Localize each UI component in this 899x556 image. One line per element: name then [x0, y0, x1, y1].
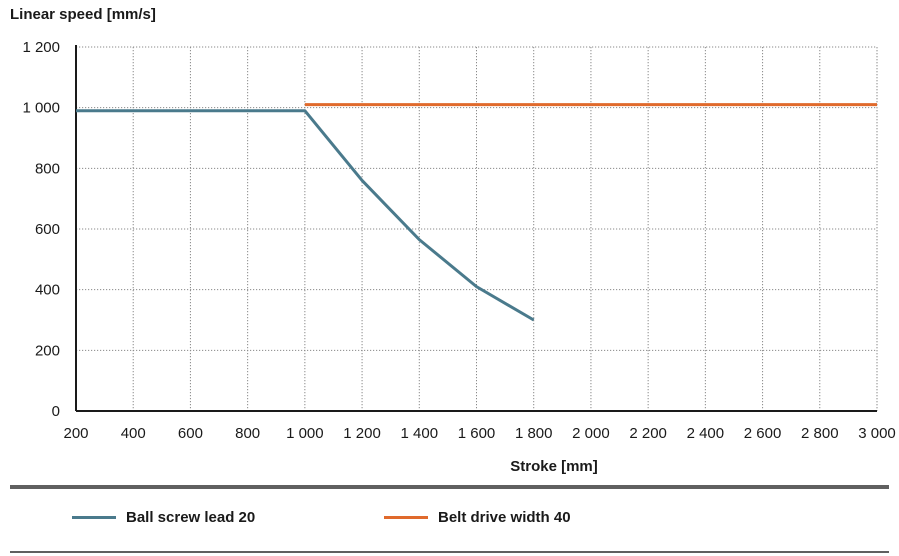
x-tick-label: 3 000 [858, 425, 896, 442]
y-tick-label: 400 [35, 282, 60, 299]
legend-label-belt-drive: Belt drive width 40 [438, 509, 571, 526]
legend-top-rule [10, 485, 889, 489]
series-line-0 [76, 109, 535, 322]
legend-bottom-rule [10, 551, 889, 553]
x-tick-label: 800 [235, 425, 260, 442]
x-tick-label: 400 [121, 425, 146, 442]
x-tick-label: 1 400 [401, 425, 439, 442]
legend-item-belt-drive: Belt drive width 40 [384, 509, 571, 526]
x-tick-label: 2 800 [801, 425, 839, 442]
x-tick-label: 2 600 [744, 425, 782, 442]
x-tick-label: 2 400 [687, 425, 725, 442]
x-tick-label: 2 200 [629, 425, 667, 442]
y-tick-label: 0 [52, 403, 60, 420]
x-tick-label: 1 600 [458, 425, 496, 442]
y-axis-label: Linear speed [mm/s] [10, 6, 156, 23]
x-tick-label: 2 000 [572, 425, 610, 442]
y-tick-label: 800 [35, 160, 60, 177]
x-axis-label: Stroke [mm] [510, 458, 598, 475]
y-tick-labels: 0 200 400 600 800 1 000 1 200 [22, 39, 60, 420]
y-tick-label: 1 200 [22, 39, 60, 56]
legend-label-ball-screw: Ball screw lead 20 [126, 509, 256, 526]
y-tick-label: 1 000 [22, 100, 60, 117]
x-tick-label: 1 800 [515, 425, 553, 442]
x-tick-label: 200 [63, 425, 88, 442]
legend-item-ball-screw: Ball screw lead 20 [72, 509, 255, 526]
x-tick-label: 1 000 [286, 425, 324, 442]
axes [75, 45, 877, 412]
legend-swatch-ball-screw [72, 516, 116, 519]
x-tick-label: 600 [178, 425, 203, 442]
y-tick-label: 600 [35, 221, 60, 238]
x-tick-labels: 200 400 600 800 1 000 1 200 1 400 1 600 1 800 2 0… [63, 425, 895, 442]
series-lines [76, 103, 877, 322]
legend-swatch-belt-drive [384, 516, 428, 519]
grid [75, 46, 878, 411]
x-tick-label: 1 200 [343, 425, 381, 442]
y-tick-label: 200 [35, 342, 60, 359]
